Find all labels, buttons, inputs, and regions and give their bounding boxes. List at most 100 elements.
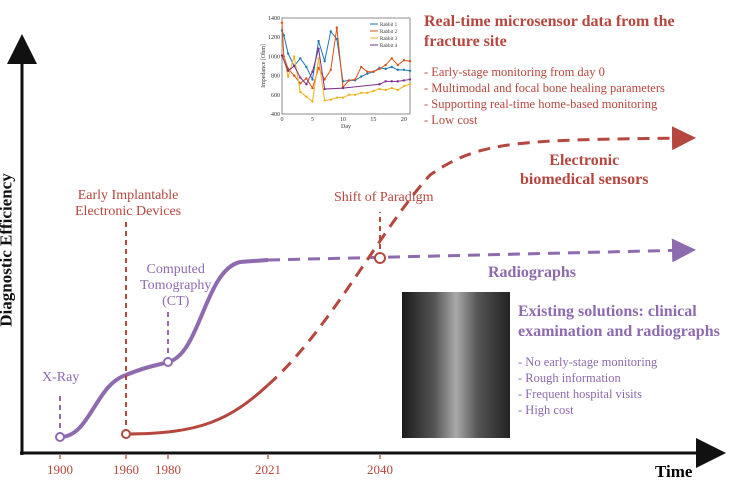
tick-2040: 2040 bbox=[367, 462, 393, 477]
data-point bbox=[366, 72, 369, 75]
y-tick-label: 1400 bbox=[268, 16, 280, 22]
bullet: - Rough information bbox=[518, 371, 621, 385]
data-point bbox=[311, 70, 314, 73]
data-point bbox=[299, 57, 302, 60]
legend-entry: Rabbit 4 bbox=[380, 44, 398, 49]
data-point bbox=[292, 64, 296, 68]
data-point bbox=[335, 96, 339, 99]
data-point bbox=[323, 78, 326, 81]
data-point bbox=[384, 88, 387, 92]
data-point bbox=[323, 87, 326, 91]
data-point bbox=[305, 95, 308, 98]
x-axis-title: Time bbox=[655, 462, 693, 481]
data-point bbox=[286, 52, 290, 55]
data-point bbox=[402, 84, 406, 88]
data-point bbox=[353, 78, 357, 81]
data-point bbox=[329, 30, 332, 33]
data-point bbox=[335, 37, 339, 41]
bullet: - Frequent hospital visits bbox=[518, 387, 642, 401]
data-point bbox=[408, 69, 412, 72]
data-point bbox=[378, 67, 381, 71]
bullet: - Early-stage monitoring from day 0 bbox=[424, 65, 605, 79]
data-point bbox=[317, 39, 320, 43]
x-tick-label: 5 bbox=[311, 117, 314, 123]
data-point bbox=[305, 65, 308, 69]
data-point bbox=[311, 100, 314, 103]
data-point bbox=[366, 70, 369, 73]
ct-label: Computed Tomography (CT) bbox=[140, 262, 212, 309]
tick-2021: 2021 bbox=[255, 462, 281, 477]
data-point bbox=[299, 76, 302, 79]
data-point bbox=[396, 68, 400, 72]
y-axis-title: Diagnostic Efficiency bbox=[0, 173, 16, 327]
data-point bbox=[360, 65, 363, 69]
data-point bbox=[286, 75, 290, 78]
bullet: - Multimodal and focal bone healing para… bbox=[424, 81, 665, 95]
data-point bbox=[396, 88, 400, 92]
data-point bbox=[305, 77, 308, 80]
knee-radiograph-image bbox=[402, 292, 510, 438]
tick-1960: 1960 bbox=[113, 462, 139, 477]
legend-entry: Rabbit 1 bbox=[380, 23, 398, 28]
radiographs-curve bbox=[59, 258, 269, 439]
data-point bbox=[408, 78, 412, 81]
data-point bbox=[384, 63, 387, 67]
tick-1980: 1980 bbox=[155, 462, 181, 477]
data-point bbox=[390, 80, 393, 83]
data-point bbox=[390, 65, 393, 69]
data-point bbox=[402, 68, 406, 72]
legend-entry: Rabbit 3 bbox=[380, 37, 398, 42]
data-point bbox=[317, 66, 320, 70]
y-tick-label: 1000 bbox=[268, 54, 280, 60]
data-point bbox=[378, 83, 381, 86]
radiographs-label: Radiographs bbox=[488, 264, 577, 281]
sensors-projection bbox=[267, 126, 696, 387]
bullet: - Low cost bbox=[424, 113, 478, 127]
data-point bbox=[384, 67, 387, 71]
shift-marker bbox=[374, 252, 386, 264]
y-tick-label: 600 bbox=[271, 93, 280, 99]
data-point bbox=[292, 74, 296, 77]
data-point bbox=[390, 57, 393, 60]
impedance-inset-chart: 400 600 800 1000 1200 1400 0 5 10 15 20 Day Impedanc… bbox=[261, 16, 412, 130]
y-tick-label: 400 bbox=[271, 112, 280, 118]
data-point bbox=[378, 87, 381, 91]
data-point bbox=[402, 79, 406, 82]
data-point bbox=[323, 99, 326, 102]
y-tick-label: 800 bbox=[271, 74, 280, 80]
data-point bbox=[353, 93, 357, 97]
data-point bbox=[280, 54, 284, 57]
data-point bbox=[299, 82, 302, 85]
data-point bbox=[360, 75, 363, 78]
data-point bbox=[280, 21, 284, 24]
data-point bbox=[408, 60, 412, 63]
eied-label: Early Implantable Electronic Devices bbox=[75, 188, 182, 219]
bullet: - High cost bbox=[518, 403, 574, 417]
x-tick-label: 20 bbox=[401, 117, 407, 123]
data-point bbox=[329, 98, 332, 101]
ct-marker bbox=[163, 357, 173, 367]
data-point bbox=[396, 63, 400, 67]
y-tick-label: 1200 bbox=[268, 35, 280, 41]
eied-marker bbox=[121, 429, 131, 439]
data-point bbox=[390, 86, 393, 90]
data-point bbox=[292, 55, 296, 58]
data-point bbox=[329, 68, 332, 72]
bullet: - No early-stage monitoring bbox=[518, 355, 658, 369]
plot-area bbox=[281, 17, 411, 115]
data-point bbox=[335, 26, 339, 29]
data-point bbox=[408, 83, 412, 86]
data-point bbox=[305, 83, 308, 86]
x-tick-label: 10 bbox=[340, 117, 346, 123]
data-point bbox=[299, 90, 302, 94]
bullet: - Supporting real-time home-based monito… bbox=[424, 97, 658, 111]
data-point bbox=[317, 47, 320, 50]
data-point bbox=[372, 89, 375, 93]
data-point bbox=[372, 70, 375, 73]
radiographs-projection bbox=[267, 238, 696, 263]
legend-entry: Rabbit 2 bbox=[380, 30, 398, 35]
sensor-box: Real-time microsensor data from the fract… bbox=[424, 13, 675, 127]
xray-label: X-Ray bbox=[42, 370, 80, 385]
data-point bbox=[366, 91, 369, 95]
